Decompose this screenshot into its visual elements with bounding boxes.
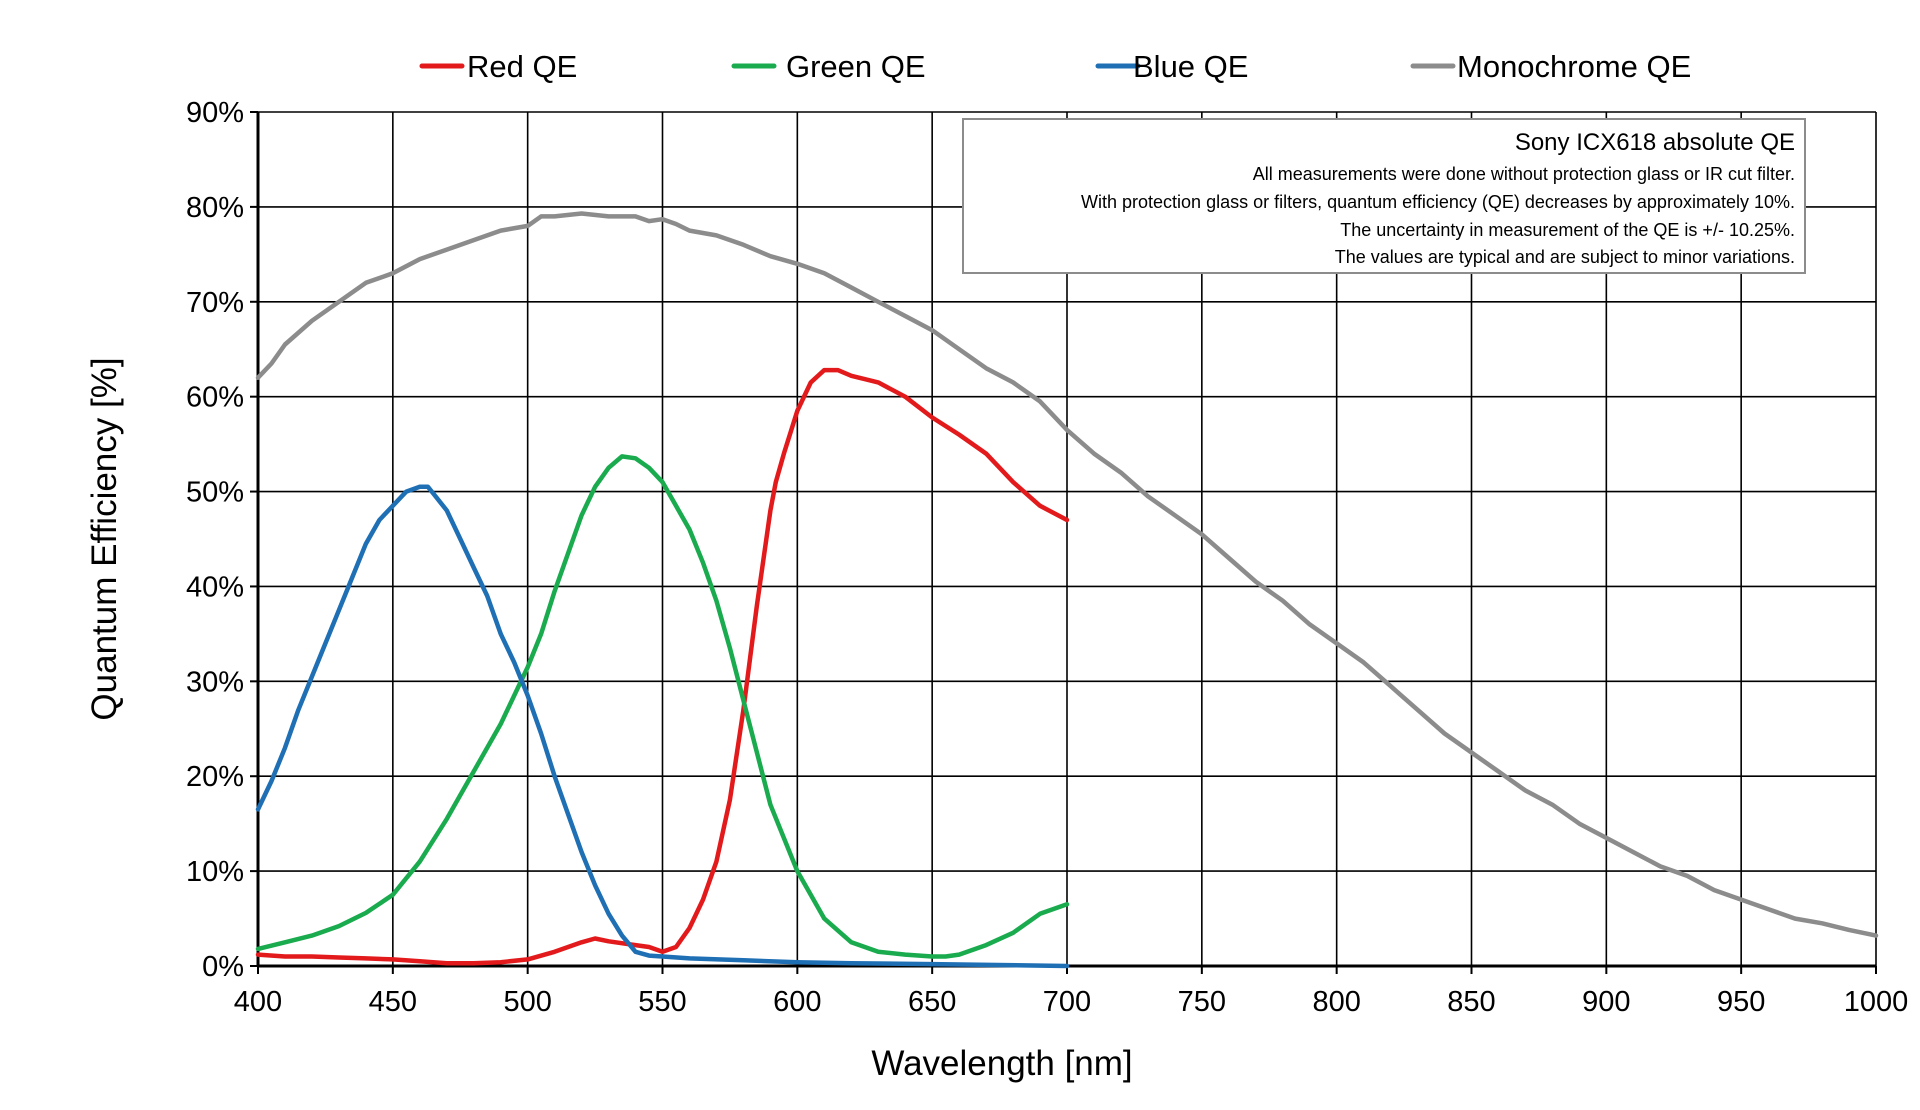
legend-label-red-qe: Red QE (467, 49, 577, 84)
x-tick-label: 450 (369, 986, 417, 1018)
series-line-green-qe (255, 454, 1070, 959)
x-tick-label: 600 (773, 986, 821, 1018)
y-tick-label: 80% (186, 192, 244, 224)
y-axis-title: Quantum Efficiency [%] (85, 357, 124, 720)
y-tick-label: 90% (186, 97, 244, 129)
y-tick-label: 0% (202, 951, 244, 983)
x-tick-label: 650 (908, 986, 956, 1018)
x-tick-label: 850 (1447, 986, 1495, 1018)
y-tick-label: 10% (186, 856, 244, 888)
y-tick-label: 20% (186, 761, 244, 793)
annotation-title: Sony ICX618 absolute QE (1515, 129, 1795, 156)
legend-label-blue-qe: Blue QE (1133, 49, 1248, 84)
annotation-frame (962, 118, 1806, 274)
x-tick-label: 750 (1178, 986, 1226, 1018)
x-tick-label: 500 (503, 986, 551, 1018)
x-axis-title: Wavelength [nm] (871, 1044, 1132, 1083)
y-tick-label: 60% (186, 382, 244, 414)
annotation-box: Sony ICX618 absolute QE All measurements… (962, 118, 1806, 274)
x-tick-label: 900 (1582, 986, 1630, 1018)
series-line-red-qe (255, 367, 1070, 966)
annotation-line-3: The uncertainty in measurement of the QE… (1340, 220, 1795, 240)
legend: Red QE Green QE Blue QE Monochrome QE (419, 49, 1691, 84)
y-tick-label: 70% (186, 287, 244, 319)
legend-label-green-qe: Green QE (786, 49, 926, 84)
y-tick-label: 30% (186, 666, 244, 698)
x-tick-label: 1000 (1844, 986, 1909, 1018)
x-tick-label: 400 (234, 986, 282, 1018)
x-tick-label: 800 (1312, 986, 1360, 1018)
annotation-line-4: The values are typical and are subject t… (1335, 247, 1795, 267)
series-line-blue-qe (255, 484, 1070, 969)
x-tick-label: 950 (1717, 986, 1765, 1018)
series-line-monochrome-qe (255, 211, 1879, 938)
x-tick-label: 700 (1043, 986, 1091, 1018)
x-tick-label: 550 (638, 986, 686, 1018)
annotation-line-2: With protection glass or filters, quantu… (1081, 192, 1795, 212)
y-tick-label: 50% (186, 477, 244, 509)
legend-label-monochrome-qe: Monochrome QE (1457, 49, 1691, 84)
grid (258, 111, 1877, 966)
annotation-line-1: All measurements were done without prote… (1253, 164, 1795, 184)
series-lines (255, 211, 1879, 969)
tick-labels: 0% 10% 20% 30% 40% 50% 60% 70% 80% 90% 400 450 500 55… (186, 97, 1908, 1018)
y-tick-label: 40% (186, 571, 244, 603)
